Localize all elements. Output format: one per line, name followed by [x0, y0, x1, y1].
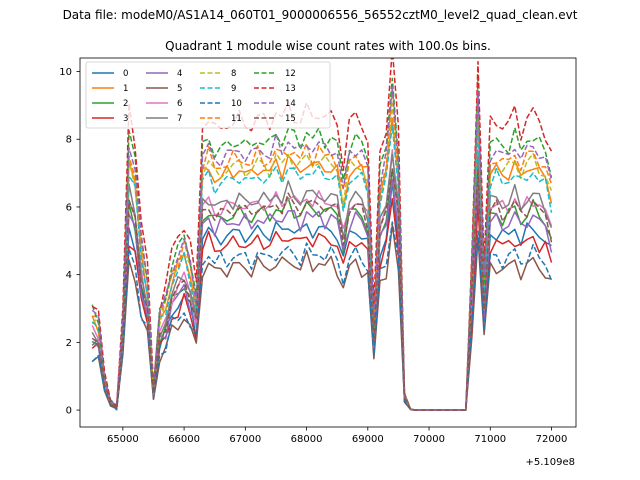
legend-label-5: 5 — [177, 84, 182, 94]
legend-label-12: 12 — [285, 69, 296, 79]
y-tick-label: 8 — [66, 135, 72, 146]
y-tick-label: 0 — [66, 406, 72, 417]
x-tick-label: 69000 — [352, 434, 384, 445]
legend-label-7: 7 — [177, 114, 182, 124]
legend-label-15: 15 — [285, 114, 296, 124]
x-tick-label: 65000 — [107, 434, 139, 445]
legend-label-14: 14 — [285, 99, 296, 109]
legend-label-1: 1 — [123, 84, 128, 94]
series-line-15 — [91, 168, 553, 411]
x-tick-label: 68000 — [291, 434, 323, 445]
series-line-10 — [91, 221, 553, 411]
figure-suptitle: Data file: modeM0/AS1A14_060T01_90000065… — [63, 8, 578, 22]
legend-label-3: 3 — [123, 114, 128, 124]
series-line-14 — [91, 86, 553, 411]
legend-box — [85, 61, 331, 129]
y-tick-label: 2 — [66, 338, 72, 349]
legend-label-6: 6 — [177, 99, 182, 109]
plot-area — [91, 58, 553, 411]
series-line-13 — [91, 58, 553, 411]
legend-label-13: 13 — [285, 84, 296, 94]
legend-label-4: 4 — [177, 69, 182, 79]
axes-frame — [79, 57, 577, 428]
y-tick-label: 4 — [66, 270, 72, 281]
x-offset-label: +5.109e8 — [525, 457, 575, 468]
x-tick-label: 67000 — [229, 434, 261, 445]
axes: 65000 66000 67000 68000 69000 70000 71000 72000… — [59, 57, 577, 445]
legend-label-8: 8 — [231, 69, 236, 79]
x-tick-label: 71000 — [474, 434, 506, 445]
series-line-3 — [91, 197, 553, 411]
y-tick-label: 10 — [59, 67, 72, 78]
legend-label-11: 11 — [231, 114, 242, 124]
legend-label-0: 0 — [123, 69, 128, 79]
x-tick-label: 70000 — [413, 434, 445, 445]
axes-title: Quadrant 1 module wise count rates with … — [165, 39, 491, 53]
legend-label-2: 2 — [123, 99, 128, 109]
y-tick-label: 6 — [66, 202, 72, 213]
legend-label-9: 9 — [231, 84, 236, 94]
legend-label-10: 10 — [231, 99, 242, 109]
x-tick-label: 72000 — [536, 434, 568, 445]
x-tick-label: 66000 — [168, 434, 200, 445]
